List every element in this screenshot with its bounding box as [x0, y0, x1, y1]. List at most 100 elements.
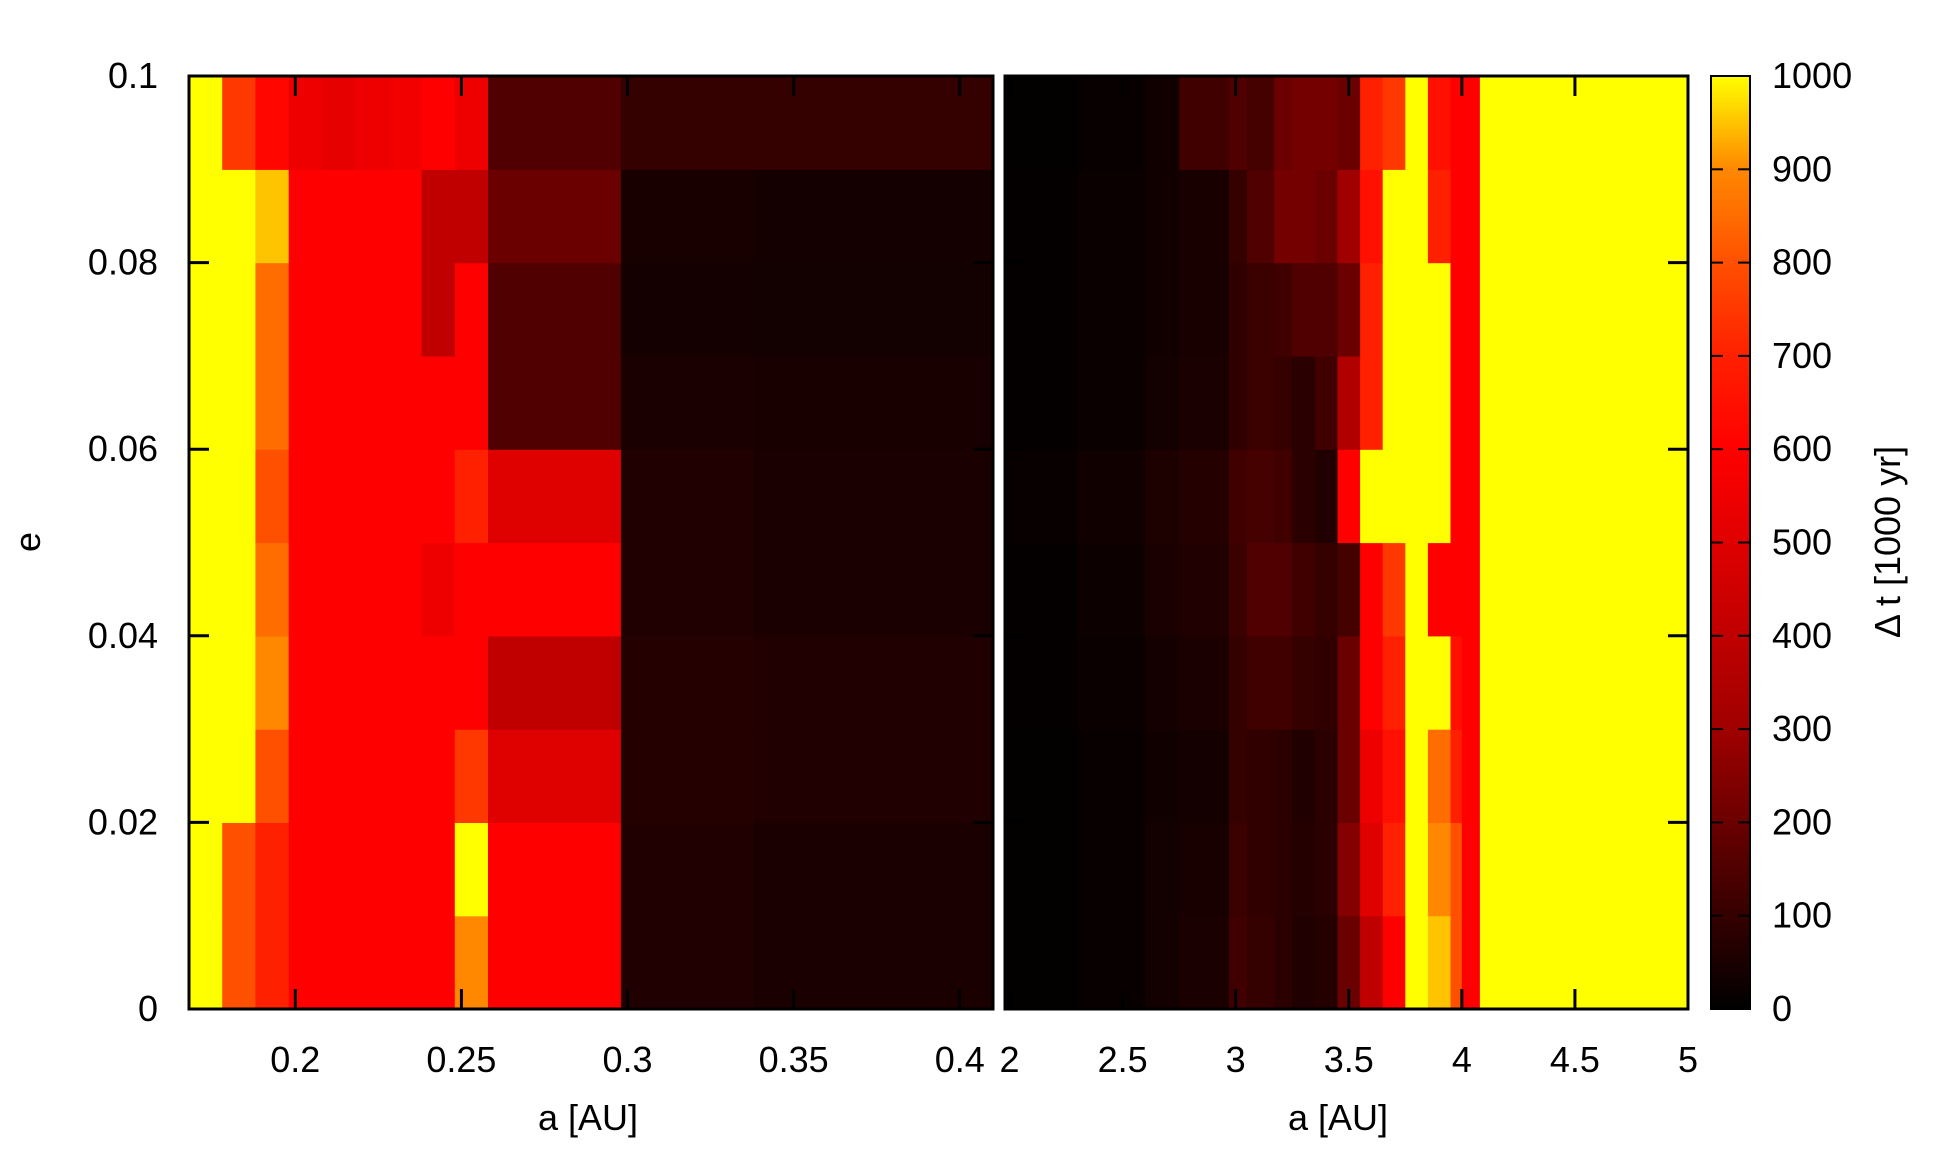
heatmap-cell	[454, 262, 489, 357]
colorbar-label: Δ t [1000 yr]	[1867, 446, 1908, 638]
heatmap-cell	[355, 355, 389, 450]
heatmap-cell	[1228, 76, 1248, 170]
heatmap-cell	[1405, 729, 1429, 823]
heatmap-cell	[1077, 915, 1146, 1010]
heatmap-cell	[1228, 355, 1248, 450]
heatmap-cell	[620, 729, 755, 823]
heatmap-cell	[1382, 729, 1406, 823]
heatmap-cell	[1382, 449, 1406, 544]
heatmap-cell	[1228, 729, 1248, 823]
heatmap-cell	[1145, 262, 1180, 357]
heatmap-cell	[1077, 822, 1146, 917]
heatmap-cell	[1382, 542, 1406, 637]
heatmap-cell	[620, 449, 755, 544]
heatmap-cell	[388, 729, 423, 823]
heatmap-cell	[753, 76, 994, 170]
heatmap-cell	[288, 822, 323, 917]
right-panel-cells	[1005, 76, 1689, 1010]
heatmap-cell	[222, 915, 256, 1010]
heatmap-cell	[620, 262, 755, 357]
colorbar-tick-label: 1000	[1772, 55, 1852, 96]
x-tick-label: 0.25	[426, 1039, 496, 1080]
heatmap-cell	[255, 635, 290, 730]
heatmap-cell	[1247, 449, 1275, 544]
heatmap-cell	[1005, 76, 1078, 170]
heatmap-cell	[1077, 169, 1146, 264]
heatmap-cell	[1077, 635, 1146, 730]
heatmap-cell	[388, 822, 423, 917]
heatmap-cell	[1292, 262, 1316, 357]
heatmap-cell	[1179, 542, 1230, 637]
heatmap-cell	[1292, 449, 1316, 544]
colorbar-tick-label: 100	[1772, 895, 1832, 936]
heatmap-cell	[1450, 169, 1463, 264]
colorbar-tick-label: 300	[1772, 708, 1832, 749]
heatmap-cell	[1427, 262, 1452, 357]
heatmap-cell	[1405, 262, 1429, 357]
heatmap-cell	[1360, 915, 1384, 1010]
heatmap-cell	[488, 76, 622, 170]
heatmap-cell	[1479, 169, 1689, 264]
heatmap-cell	[1228, 915, 1248, 1010]
heatmap-cell	[620, 169, 755, 264]
heatmap-cell	[189, 822, 223, 917]
heatmap-cell	[620, 635, 755, 730]
heatmap-cell	[1077, 449, 1146, 544]
heatmap-cell	[1360, 729, 1384, 823]
heatmap-cell	[1247, 822, 1275, 917]
heatmap-cell	[1314, 915, 1338, 1010]
heatmap-cell	[620, 915, 755, 1010]
heatmap-cell	[1077, 76, 1146, 170]
heatmap-cell	[1337, 355, 1361, 450]
x-tick-label: 4.5	[1550, 1039, 1600, 1080]
heatmap-cell	[488, 262, 622, 357]
heatmap-cell	[189, 729, 223, 823]
heatmap-cell	[421, 262, 456, 357]
heatmap-cell	[222, 822, 256, 917]
heatmap-cell	[454, 822, 489, 917]
heatmap-cell	[1382, 915, 1406, 1010]
heatmap-cell	[620, 822, 755, 917]
heatmap-cell	[222, 262, 256, 357]
heatmap-cell	[1479, 76, 1689, 170]
heatmap-cell	[1427, 449, 1452, 544]
heatmap-cell	[753, 355, 994, 450]
heatmap-cell	[1314, 729, 1338, 823]
heatmap-cell	[189, 169, 223, 264]
heatmap-cell	[321, 262, 356, 357]
heatmap-cell	[1382, 76, 1406, 170]
heatmap-cell	[1479, 355, 1689, 450]
heatmap-cell	[454, 76, 489, 170]
heatmap-cell	[288, 76, 323, 170]
heatmap-cell	[1314, 355, 1338, 450]
heatmap-cell	[488, 542, 622, 637]
heatmap-cell	[255, 76, 290, 170]
y-axis-label: e	[7, 532, 48, 552]
heatmap-cell	[1450, 449, 1463, 544]
heatmap-cell	[1228, 169, 1248, 264]
heatmap-cell	[421, 915, 456, 1010]
heatmap-cell	[1337, 76, 1361, 170]
heatmap-cell	[1145, 449, 1180, 544]
heatmap-cell	[1450, 635, 1463, 730]
heatmap-cell	[1145, 822, 1180, 917]
heatmap-cell	[1405, 542, 1429, 637]
heatmap-cell	[1292, 355, 1316, 450]
heatmap-cell	[1360, 635, 1384, 730]
heatmap-cell	[1077, 262, 1146, 357]
heatmap-cell	[1228, 542, 1248, 637]
heatmap-cell	[1479, 822, 1689, 917]
heatmap-cell	[1337, 449, 1361, 544]
x-tick-label: 0.3	[603, 1039, 653, 1080]
x-tick-label: 0.4	[935, 1039, 985, 1080]
heatmap-cell	[1179, 76, 1230, 170]
heatmap-cell	[1405, 355, 1429, 450]
heatmap-cell	[1461, 262, 1481, 357]
left-panel-cells	[189, 76, 994, 1010]
heatmap-cell	[288, 355, 323, 450]
heatmap-cell	[1450, 729, 1463, 823]
heatmap-cell	[1337, 169, 1361, 264]
heatmap-cell	[1005, 542, 1078, 637]
heatmap-cell	[1274, 635, 1293, 730]
